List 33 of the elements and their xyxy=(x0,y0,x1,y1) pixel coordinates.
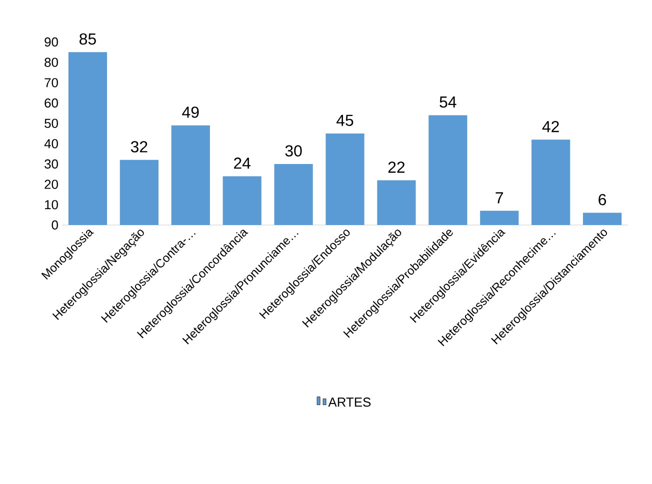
y-tick-label: 40 xyxy=(44,139,58,148)
bar xyxy=(326,134,364,225)
data-label: 45 xyxy=(336,114,354,126)
y-tick-label: 20 xyxy=(44,180,58,189)
legend-label: ARTES xyxy=(328,398,371,407)
y-tick-label: 60 xyxy=(44,98,58,108)
data-label: 49 xyxy=(182,106,199,118)
bar xyxy=(480,210,519,225)
bar xyxy=(222,176,262,225)
data-label: 6 xyxy=(598,194,606,206)
data-label: 7 xyxy=(496,192,503,204)
y-tick-label: 70 xyxy=(44,78,58,88)
data-label: 24 xyxy=(234,158,250,169)
data-label: 30 xyxy=(285,145,302,156)
y-tick-label: 90 xyxy=(44,37,58,47)
bar xyxy=(120,160,158,225)
y-tick-label: 30 xyxy=(44,159,58,169)
data-label: 22 xyxy=(388,162,405,173)
bar xyxy=(377,180,416,225)
data-label: 54 xyxy=(440,96,456,108)
bar xyxy=(171,125,210,225)
y-tick-label: 0 xyxy=(52,220,58,230)
data-label: 32 xyxy=(130,141,148,152)
bar xyxy=(532,140,570,225)
bar xyxy=(428,115,468,225)
bar xyxy=(274,164,313,225)
bar xyxy=(68,52,108,225)
bar xyxy=(582,212,622,225)
y-tick-label: 80 xyxy=(44,58,58,67)
y-tick-label: 10 xyxy=(45,200,58,210)
data-label: 85 xyxy=(80,33,96,45)
y-tick-label: 50 xyxy=(44,118,58,128)
data-label: 42 xyxy=(542,120,559,132)
